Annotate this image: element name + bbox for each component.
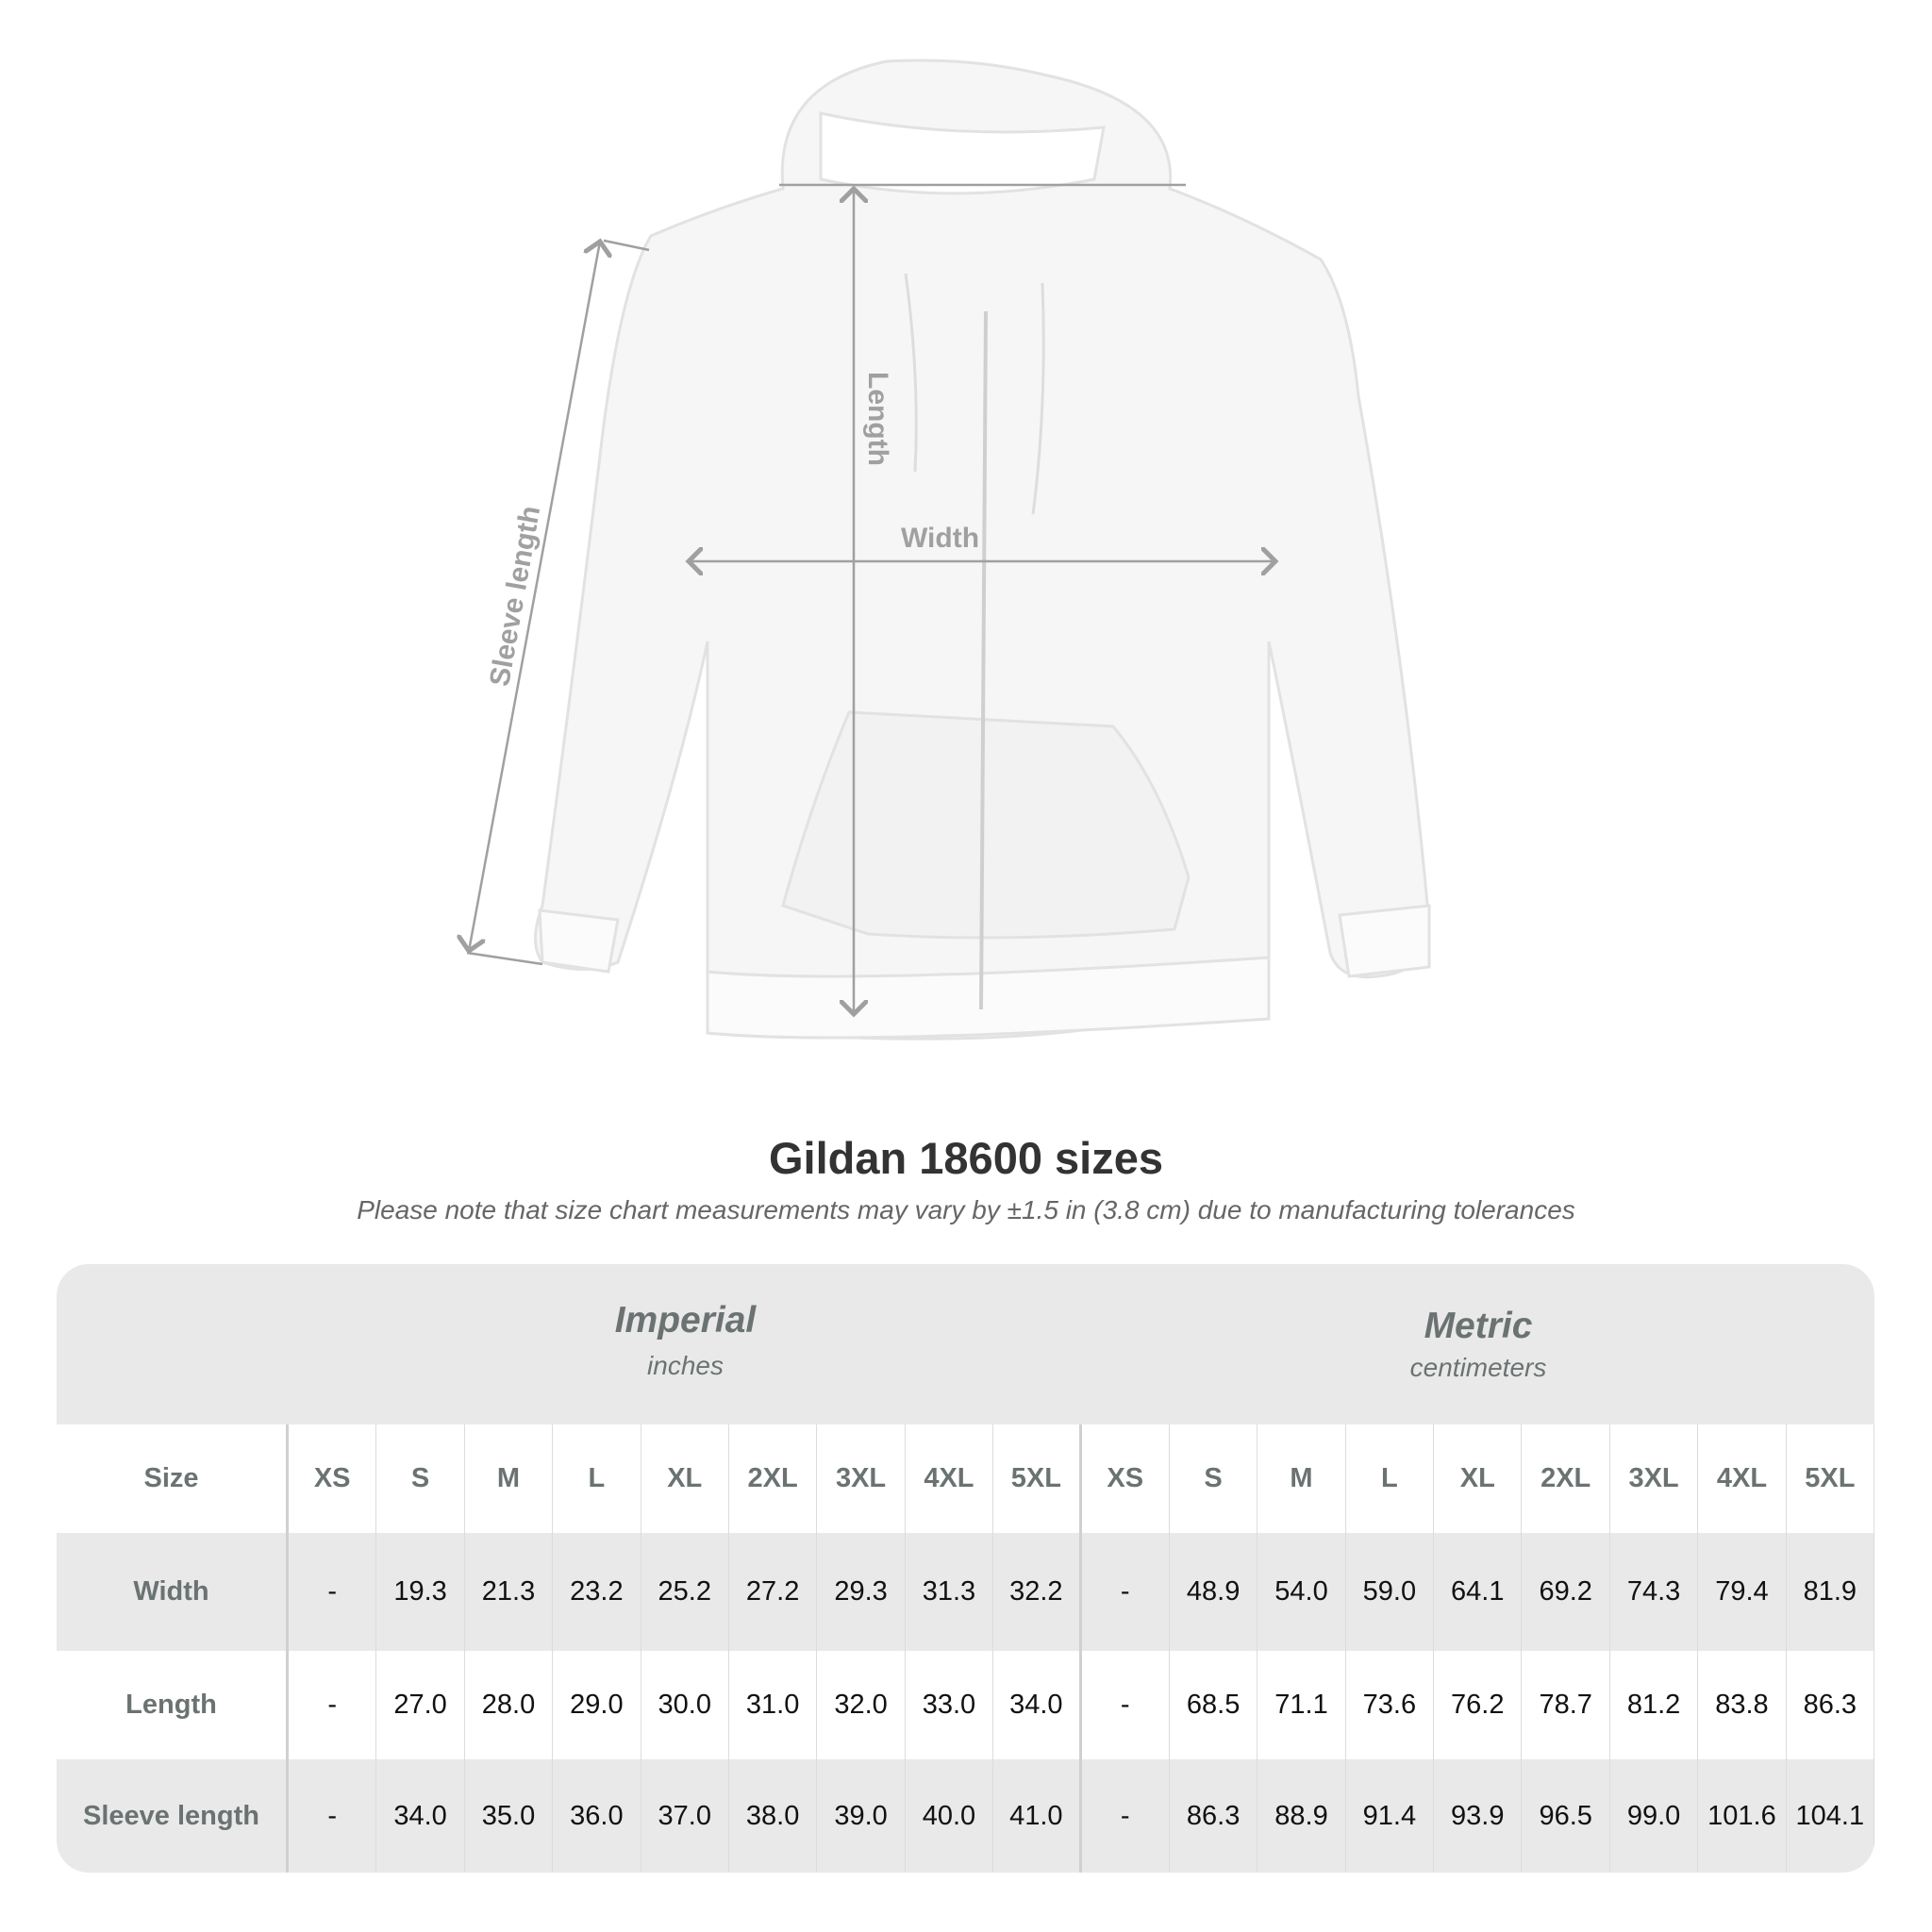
table-cell: 83.8: [1698, 1651, 1787, 1759]
table-cell: 27.2: [729, 1533, 818, 1651]
table-row: Length -27.0 28.0 29.0 30.0 31.0 32.0 33.0 34.0-…: [57, 1651, 1874, 1759]
table-cell: 37.0: [641, 1759, 729, 1873]
table-cell: 96.5: [1522, 1759, 1610, 1873]
table-cell: 64.1: [1434, 1533, 1523, 1651]
table-cell: 33.0: [906, 1651, 994, 1759]
table-cell: 32.0: [817, 1651, 906, 1759]
size-header: 4XL: [906, 1424, 994, 1533]
table-row: Width -19.3 21.3 23.2 25.2 27.2 29.3 31.3 32.2-4…: [57, 1533, 1874, 1651]
imperial-header: Imperial inches: [289, 1264, 1082, 1424]
table-cell: 69.2: [1522, 1533, 1610, 1651]
table-cell: 30.0: [641, 1651, 729, 1759]
table-cell: 91.4: [1346, 1759, 1435, 1873]
metric-title: Metric: [1424, 1306, 1533, 1346]
size-header: XL: [641, 1424, 729, 1533]
table-cell: -: [289, 1533, 377, 1651]
metric-unit: centimeters: [1409, 1353, 1547, 1382]
size-header: 5XL: [993, 1424, 1082, 1533]
header-row: Size XS S M L XL 2XL 3XL 4XL 5XL XS S M L XL 2XL 3XL 4XL 5…: [57, 1424, 1874, 1533]
table-cell: 34.0: [376, 1759, 465, 1873]
imperial-title: Imperial: [614, 1300, 757, 1341]
table-cell: 21.3: [465, 1533, 554, 1651]
width-label: Width: [901, 523, 980, 554]
imperial-unit: inches: [647, 1351, 724, 1380]
table-cell: 78.7: [1522, 1651, 1610, 1759]
table-cell: 29.0: [553, 1651, 641, 1759]
size-header: 2XL: [1522, 1424, 1610, 1533]
table-row: Sleeve length -34.0 35.0 36.0 37.0 38.0 39.0 40…: [57, 1759, 1874, 1873]
table-cell: 74.3: [1610, 1533, 1699, 1651]
row-label: Width: [57, 1533, 289, 1651]
size-table: Imperial inches Metric centimeters Size X…: [57, 1264, 1874, 1873]
table-cell: 99.0: [1610, 1759, 1699, 1873]
size-header: L: [1346, 1424, 1435, 1533]
table-cell: 19.3: [376, 1533, 465, 1651]
table-cell: 23.2: [553, 1533, 641, 1651]
table-cell: 35.0: [465, 1759, 554, 1873]
table-cell: 31.3: [906, 1533, 994, 1651]
size-header: XL: [1434, 1424, 1523, 1533]
table-cell: 68.5: [1170, 1651, 1258, 1759]
table-cell: 73.6: [1346, 1651, 1435, 1759]
table-cell: 71.1: [1257, 1651, 1346, 1759]
table-cell: 86.3: [1787, 1651, 1874, 1759]
size-header: 4XL: [1698, 1424, 1787, 1533]
table-cell: 29.3: [817, 1533, 906, 1651]
metric-header: Metric centimeters: [1082, 1264, 1874, 1424]
table-cell: -: [1082, 1651, 1170, 1759]
tolerance-note: Please note that size chart measurements…: [357, 1195, 1575, 1224]
table-cell: 48.9: [1170, 1533, 1258, 1651]
table-cell: 59.0: [1346, 1533, 1435, 1651]
row-label: Sleeve length: [57, 1759, 289, 1873]
measure-lines: [467, 183, 1275, 1014]
table-cell: 54.0: [1257, 1533, 1346, 1651]
table-cell: 93.9: [1434, 1759, 1523, 1873]
table-cell: 27.0: [376, 1651, 465, 1759]
page-title: Gildan 18600 sizes: [768, 1133, 1164, 1183]
table-cell: 79.4: [1698, 1533, 1787, 1651]
length-label: Length: [861, 372, 893, 466]
table-cell: 88.9: [1257, 1759, 1346, 1873]
size-header: XS: [289, 1424, 377, 1533]
size-header: 3XL: [817, 1424, 906, 1533]
table-cell: 34.0: [993, 1651, 1082, 1759]
size-header: 2XL: [729, 1424, 818, 1533]
hoodie-diagram: [0, 58, 1431, 1041]
table-cell: 76.2: [1434, 1651, 1523, 1759]
size-header: S: [376, 1424, 465, 1533]
row-label: Size: [57, 1424, 289, 1533]
table-cell: 104.1: [1787, 1759, 1874, 1873]
table-cell: 101.6: [1698, 1759, 1787, 1873]
table-cell: 81.9: [1787, 1533, 1874, 1651]
table-cell: 86.3: [1170, 1759, 1258, 1873]
table-cell: -: [1082, 1533, 1170, 1651]
size-header: M: [1257, 1424, 1346, 1533]
table-cell: 36.0: [553, 1759, 641, 1873]
table-cell: 41.0: [993, 1759, 1082, 1873]
hoodie-illustration: [534, 58, 1431, 1041]
size-header: 3XL: [1610, 1424, 1699, 1533]
table-cell: -: [289, 1759, 377, 1873]
table-cell: 38.0: [729, 1759, 818, 1873]
table-cell: 40.0: [906, 1759, 994, 1873]
table-cell: 28.0: [465, 1651, 554, 1759]
table-cell: 25.2: [641, 1533, 729, 1651]
size-header: S: [1170, 1424, 1258, 1533]
size-header: 5XL: [1787, 1424, 1874, 1533]
size-header: L: [553, 1424, 641, 1533]
table-cell: 32.2: [993, 1533, 1082, 1651]
table-cell: 39.0: [817, 1759, 906, 1873]
table-cell: 31.0: [729, 1651, 818, 1759]
size-header: XS: [1082, 1424, 1170, 1533]
table-cell: -: [289, 1651, 377, 1759]
table-cell: -: [1082, 1759, 1170, 1873]
row-label: Length: [57, 1651, 289, 1759]
table-cell: 81.2: [1610, 1651, 1699, 1759]
size-header: M: [465, 1424, 554, 1533]
